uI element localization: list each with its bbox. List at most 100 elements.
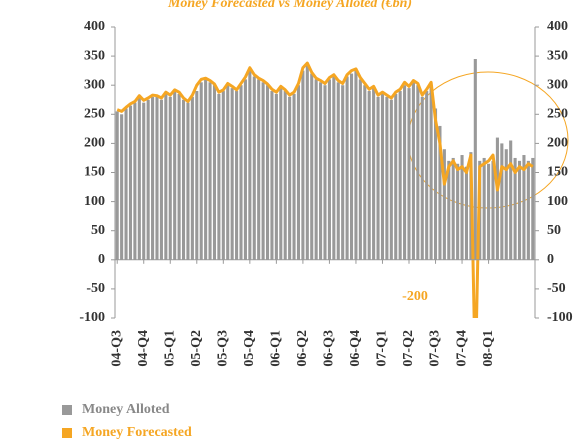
x-tick-label: 04-Q3 [109,330,124,367]
bar [235,91,239,260]
bar [327,79,331,260]
bar [168,96,172,260]
bar [288,96,292,260]
bar [270,91,274,260]
y-tick-label: 250 [84,107,105,122]
y2-tick-label: 400 [547,19,568,34]
bar [358,79,362,260]
x-tick-label: 06-Q1 [269,330,284,367]
lines [116,61,534,318]
bar [411,82,415,260]
x-tick-label: 06-Q4 [348,330,363,367]
bar [252,76,256,260]
legend-label: Money Forecasted [82,425,192,440]
bar [301,70,305,260]
bar [173,91,177,260]
bar [504,149,508,260]
bar [517,160,522,260]
bar [230,88,234,260]
bar [115,111,119,260]
y-tick-label: 50 [91,223,105,238]
x-tick-label: 07-Q4 [454,330,469,367]
bar [177,93,181,260]
legend-swatch [62,428,72,438]
bar [491,160,495,260]
bar [151,96,155,260]
x-tick-label: 06-Q2 [295,330,310,367]
bar [464,166,469,260]
y2-tick-label: 300 [547,77,568,92]
annotation: -200 [402,289,428,304]
x-tick-label: 05-Q1 [162,330,177,367]
bar [217,93,221,260]
line [116,61,534,318]
bar [456,163,460,260]
bar [509,140,513,260]
bars [115,59,535,260]
bar [363,85,367,260]
bar [425,91,429,260]
bar [248,70,252,260]
bar [292,93,296,260]
bar [433,108,438,260]
y-tick-label: 350 [84,48,105,63]
bar [367,91,371,260]
bar [204,79,208,260]
bar [500,143,504,260]
y2-tick-label: -50 [547,281,566,296]
bar [124,108,128,260]
y-tick-label: 100 [84,194,105,209]
bar [142,102,146,260]
bar [190,96,194,260]
bar [442,149,446,260]
bar [531,157,535,260]
bar [336,82,340,260]
x-tick-label: 06-Q3 [322,330,337,367]
x-tick-label: 07-Q3 [428,330,443,367]
bar [120,114,124,260]
bar [199,82,203,260]
chart-title: Money Forecasted vs Money Alloted (€bn) [167,0,412,11]
y2-tick-label: 350 [547,48,568,63]
bar [159,99,163,260]
y-tick-label: -50 [86,281,105,296]
bar [495,137,499,260]
bar [526,160,530,260]
bar [420,96,424,260]
x-tick-label: 07-Q2 [401,330,416,367]
y-tick-label: 200 [84,136,105,151]
legend-label: Money Alloted [82,402,170,417]
bar [349,73,354,260]
x-tick-label: 05-Q2 [189,330,204,367]
bar [221,91,225,260]
bar [261,82,265,260]
bar [451,157,455,260]
bar [394,93,398,260]
bar [341,85,345,260]
bar [372,88,376,260]
bar [195,91,199,260]
bar [257,79,261,260]
bar [487,163,491,260]
bar [447,160,451,260]
bar [155,96,159,260]
bar [128,105,133,260]
y2-tick-label: 150 [547,165,568,180]
bar [513,157,517,260]
bar [460,155,464,260]
y2-tick-label: -100 [547,310,573,325]
bar [164,93,168,260]
bar [407,88,411,260]
bar [310,73,314,260]
bar [305,64,309,260]
bar [208,82,212,260]
bar [376,96,380,260]
bar [332,76,336,260]
bar [403,85,407,260]
y2-tick-label: 250 [547,107,568,122]
bar [345,76,349,260]
bar [137,96,141,260]
y-tick-label: 150 [84,165,105,180]
bar [380,93,385,260]
y-tick-label: 0 [98,252,105,267]
